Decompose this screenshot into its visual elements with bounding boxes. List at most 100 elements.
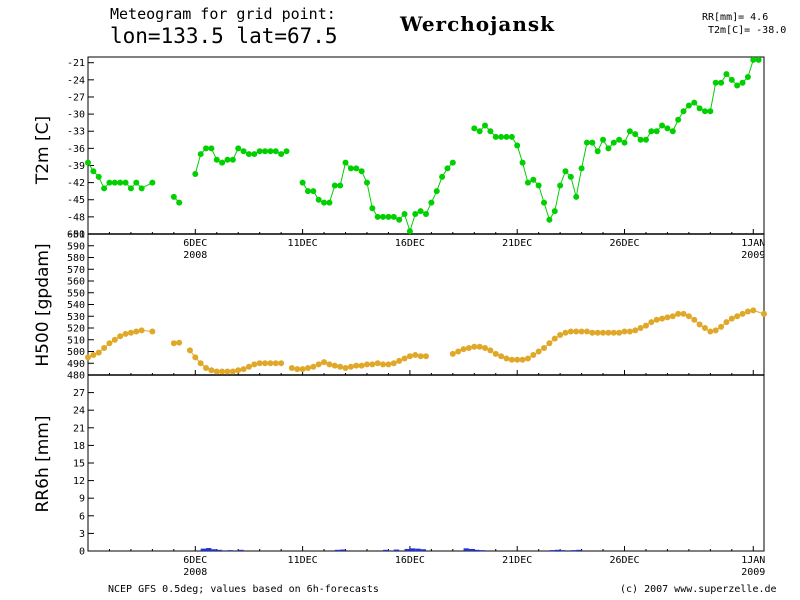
h500-point — [208, 367, 215, 374]
h500-point — [321, 359, 328, 366]
t2m-point — [691, 99, 698, 106]
rr6h-bar — [383, 549, 389, 551]
t2m-point — [401, 211, 408, 218]
t2m-point — [380, 213, 387, 220]
h500-point — [90, 352, 97, 359]
date-tick-label: 16DEC — [395, 555, 425, 566]
t2m-point — [535, 182, 542, 189]
h500-point — [256, 360, 263, 367]
t2m-ytick-label: -24 — [67, 75, 85, 86]
t2m-point — [750, 56, 757, 63]
h500-point — [707, 328, 714, 335]
h500-point — [347, 363, 354, 370]
rr6h-bar — [404, 548, 410, 551]
h500-ytick-label: 580 — [67, 253, 85, 264]
t2m-point — [739, 79, 746, 86]
rr6h-ytick-label: 15 — [73, 459, 85, 470]
t2m-point — [578, 165, 585, 172]
h500-point — [524, 355, 531, 362]
h500-ytick-label: 490 — [67, 359, 85, 370]
t2m-point — [149, 179, 156, 186]
h500-point — [685, 313, 692, 320]
h500-point — [600, 329, 607, 336]
t2m-point — [573, 193, 580, 200]
t2m-ytick-label: -42 — [67, 178, 85, 189]
h500-point — [449, 350, 456, 357]
rr6h-axis-label: RR6h [mm] — [33, 415, 53, 512]
t2m-point — [734, 82, 741, 89]
t2m-point — [95, 173, 102, 180]
h500-point — [551, 335, 558, 342]
copyright-note: (c) 2007 www.superzelle.de — [620, 584, 777, 595]
t2m-point — [321, 199, 328, 206]
date-tick-label: 26DEC — [609, 555, 639, 566]
h500-point — [482, 344, 489, 351]
rr6h-bar — [415, 548, 421, 551]
t2m-point — [412, 211, 419, 218]
h500-ytick-label: 500 — [67, 347, 85, 358]
t2m-point — [712, 79, 719, 86]
t2m-point — [728, 76, 735, 83]
t2m-point — [541, 199, 548, 206]
rr6h-bar — [216, 549, 223, 551]
t2m-point — [235, 145, 242, 152]
h500-point — [358, 362, 365, 369]
meteogram-heading: Meteogram for grid point: — [110, 5, 336, 23]
h500-point — [503, 355, 510, 362]
t2m-point — [551, 208, 558, 215]
h500-point — [315, 361, 322, 368]
h500-point — [594, 329, 601, 336]
h500-point — [508, 356, 515, 363]
h500-point — [170, 340, 177, 347]
year-tick-label: 2009 — [741, 250, 765, 261]
rr6h-bar — [409, 548, 416, 551]
t2m-point — [117, 179, 124, 186]
rr6h-bar — [227, 550, 233, 552]
t2m-point — [256, 148, 263, 155]
t2m-point — [262, 148, 269, 155]
t2m-point — [519, 159, 526, 166]
t2m-point — [562, 168, 569, 175]
t2m-ytick-label: -33 — [67, 127, 85, 138]
t2m-ytick-label: -21 — [67, 58, 85, 69]
t2m-point — [203, 145, 210, 152]
t2m-point — [353, 165, 360, 172]
h500-point — [712, 327, 719, 334]
h500-point — [750, 307, 757, 314]
h500-point — [326, 361, 333, 368]
h500-point — [304, 364, 311, 371]
rr6h-bar — [479, 550, 486, 552]
t2m-point — [637, 136, 644, 143]
h500-point — [680, 310, 687, 317]
h500-point — [251, 361, 258, 368]
rr6h-bar — [549, 550, 555, 552]
h500-point — [278, 360, 285, 367]
t2m-point — [589, 139, 596, 146]
t2m-point — [696, 105, 703, 112]
t2m-point — [723, 71, 730, 78]
t2m-point — [127, 185, 134, 192]
t2m-point — [278, 151, 285, 158]
h500-point — [219, 368, 226, 375]
h500-point — [487, 347, 494, 354]
t2m-ytick-label: -51 — [67, 230, 85, 241]
h500-point — [385, 361, 392, 368]
t2m-point — [245, 151, 252, 158]
year-tick-label: 2008 — [183, 250, 207, 261]
date-tick-label: 21DEC — [502, 238, 532, 249]
t2m-point — [476, 128, 483, 135]
h500-point — [610, 329, 617, 336]
h500-point — [691, 316, 698, 323]
date-tick-label: 26DEC — [609, 238, 639, 249]
rr6h-ytick-label: 21 — [73, 423, 85, 434]
date-tick-label: 21DEC — [502, 555, 532, 566]
h500-point — [111, 336, 118, 343]
t2m-point — [557, 182, 564, 189]
date-tick-label: 6DEC — [183, 555, 207, 566]
t2m-point — [390, 213, 397, 220]
h500-point — [648, 319, 655, 326]
t2m-point — [482, 122, 489, 129]
t2m-point — [428, 199, 435, 206]
t2m-point — [755, 56, 762, 63]
h500-point — [245, 363, 252, 370]
